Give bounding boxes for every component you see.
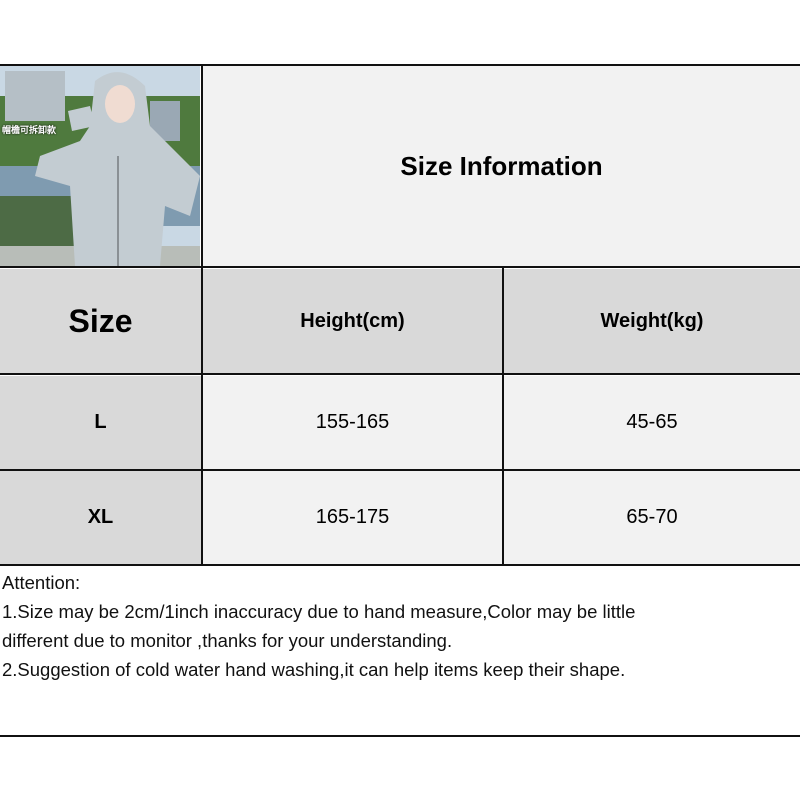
product-photo: 帽檐可拆卸款	[0, 66, 200, 266]
title-cell: Size Information	[203, 66, 800, 266]
divider	[502, 266, 504, 566]
divider	[0, 64, 800, 66]
divider	[0, 469, 800, 471]
row-l-size: L	[0, 376, 201, 469]
divider	[201, 64, 203, 566]
divider	[0, 735, 800, 737]
divider	[0, 373, 800, 375]
row-xl-size: XL	[0, 471, 201, 564]
row-l-height: 155-165	[203, 376, 502, 469]
note-1b: different due to monitor ,thanks for you…	[2, 630, 453, 651]
row-xl-height: 165-175	[203, 471, 502, 564]
divider	[0, 564, 800, 566]
divider	[0, 266, 800, 268]
row-xl-weight: 65-70	[504, 471, 800, 564]
header-size: Size	[0, 269, 201, 373]
note-1a: 1.Size may be 2cm/1inch inaccuracy due t…	[2, 601, 636, 622]
row-l-weight: 45-65	[504, 376, 800, 469]
header-weight: Weight(kg)	[504, 269, 800, 373]
attention-notes: Attention: 1.Size may be 2cm/1inch inacc…	[2, 568, 635, 684]
note-2: 2.Suggestion of cold water hand washing,…	[2, 659, 626, 680]
photo-caption: 帽檐可拆卸款	[2, 125, 57, 135]
header-height: Height(cm)	[203, 269, 502, 373]
notes-heading: Attention:	[2, 572, 81, 593]
page-title: Size Information	[400, 150, 603, 181]
